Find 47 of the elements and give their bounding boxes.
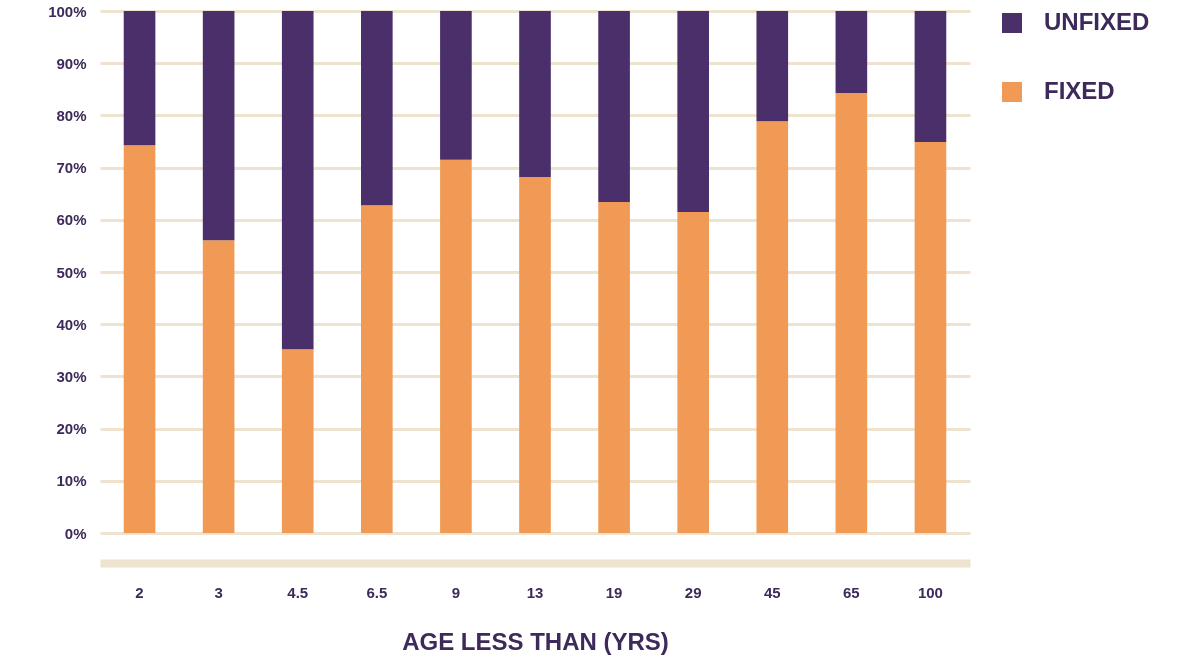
bar — [440, 11, 472, 160]
bar — [281, 349, 314, 533]
x-tick-label: 29 — [684, 583, 702, 601]
x-tick-label: 2 — [135, 583, 144, 601]
bar — [914, 11, 947, 143]
bar — [756, 11, 789, 122]
bar — [519, 11, 551, 177]
bar — [123, 145, 156, 533]
bar — [123, 11, 156, 146]
y-tick-label: 80% — [56, 106, 87, 124]
bar — [677, 211, 709, 533]
x-tick-label: 4.5 — [287, 583, 309, 601]
bar — [361, 205, 393, 533]
bar — [361, 11, 393, 206]
x-tick-label: 13 — [526, 583, 544, 601]
bar — [598, 202, 630, 533]
x-axis-title: AGE LESS THAN (YRS) — [402, 627, 669, 655]
y-tick-label: 50% — [56, 263, 87, 281]
x-tick-label: 9 — [451, 583, 461, 601]
y-tick-label: 100% — [48, 2, 87, 20]
x-tick-label: 6.5 — [366, 583, 388, 601]
y-tick-label: 30% — [56, 367, 87, 385]
x-tick-label: 65 — [843, 583, 860, 601]
bar — [756, 121, 789, 533]
bar — [835, 92, 868, 533]
legend-label: FIXED — [1044, 77, 1115, 104]
x-tick-label: 45 — [763, 583, 781, 601]
x-tick-label: 3 — [214, 583, 223, 601]
bar — [519, 177, 551, 533]
bar — [835, 11, 868, 93]
bar — [914, 142, 947, 533]
legend-label: UNFIXED — [1044, 8, 1150, 35]
y-tick-label: 20% — [56, 420, 87, 438]
x-tick-label: 19 — [605, 583, 623, 601]
y-tick-label: 40% — [56, 315, 87, 333]
y-tick-label: 10% — [56, 472, 87, 490]
y-tick-label: 70% — [56, 159, 87, 177]
bar — [281, 11, 314, 350]
bar — [202, 11, 235, 241]
bar — [440, 159, 472, 533]
bar — [598, 11, 630, 203]
y-tick-label: 90% — [56, 54, 87, 72]
bar — [202, 240, 235, 533]
y-tick-label: 0% — [64, 524, 87, 542]
y-tick-label: 60% — [56, 211, 87, 229]
bar — [677, 11, 709, 212]
x-tick-label: 100 — [917, 583, 943, 601]
